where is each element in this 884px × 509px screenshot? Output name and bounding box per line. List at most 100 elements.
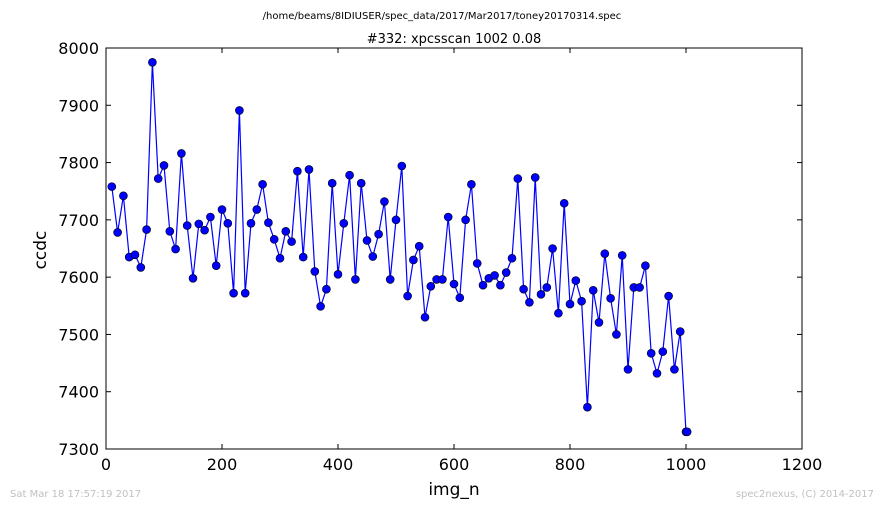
- data-point: [519, 284, 528, 294]
- data-point: [409, 255, 418, 265]
- data-point: [455, 293, 465, 303]
- data-point: [380, 197, 389, 206]
- data-point: [287, 237, 296, 246]
- data-point: [374, 229, 383, 239]
- data-point: [565, 299, 575, 309]
- data-point: [136, 263, 146, 272]
- data-point: [583, 402, 592, 412]
- data-point: [345, 170, 354, 180]
- data-point: [594, 318, 604, 327]
- data-point: [165, 227, 175, 236]
- y-tick-label: 8000: [58, 39, 99, 58]
- data-point: [467, 180, 476, 189]
- data-point: [206, 212, 215, 222]
- chart-suptitle: /home/beams/8IDIUSER/spec_data/2017/Mar2…: [263, 11, 622, 22]
- data-point: [351, 275, 360, 284]
- data-point: [588, 286, 598, 295]
- x-tick-label: 200: [207, 455, 238, 474]
- data-point: [264, 218, 273, 228]
- data-point: [310, 267, 320, 276]
- data-point: [507, 253, 517, 263]
- data-point: [652, 369, 662, 378]
- data-point: [159, 161, 169, 170]
- data-point: [333, 269, 343, 279]
- data-point: [304, 165, 314, 174]
- data-point: [675, 327, 685, 336]
- data-point: [397, 161, 407, 171]
- data-point: [478, 280, 488, 290]
- y-tick-label: 7800: [58, 154, 99, 173]
- data-point: [211, 261, 221, 270]
- x-axis: 0 200 400 600 800 1000 1200: [101, 48, 822, 474]
- y-axis: 7300 7400 7500 7600 7700 7800 7900 8000: [58, 39, 802, 459]
- data-point: [530, 173, 540, 182]
- data-point: [385, 275, 395, 284]
- y-tick-label: 7600: [58, 268, 99, 287]
- data-point: [606, 294, 615, 303]
- data-point: [177, 149, 186, 158]
- data-point: [559, 198, 569, 208]
- data-point: [275, 253, 285, 263]
- data-point: [612, 330, 621, 339]
- x-tick-label: 400: [323, 455, 354, 474]
- data-point: [316, 302, 325, 311]
- data-point: [235, 106, 244, 115]
- data-point: [617, 251, 627, 260]
- data-point: [240, 288, 250, 298]
- data-point: [281, 227, 291, 236]
- data-point: [536, 290, 546, 299]
- x-tick-label: 600: [439, 455, 470, 474]
- data-point: [682, 427, 692, 437]
- data-point: [298, 252, 308, 262]
- x-tick-label: 1000: [666, 455, 707, 474]
- data-point: [548, 244, 557, 253]
- data-point: [153, 174, 163, 183]
- data-point: [107, 182, 117, 191]
- data-point: [339, 218, 349, 228]
- data-point: [223, 218, 233, 228]
- y-tick-label: 7700: [58, 211, 99, 230]
- x-tick-label: 0: [101, 455, 111, 474]
- data-point: [577, 296, 586, 306]
- data-point: [571, 276, 581, 285]
- data-point: [472, 259, 482, 268]
- data-point: [322, 284, 331, 294]
- data-point: [119, 191, 128, 201]
- data-point: [246, 218, 256, 228]
- data-point: [217, 205, 227, 214]
- data-point: [229, 288, 238, 298]
- data-point: [414, 241, 424, 251]
- data-point: [525, 298, 534, 307]
- data-point: [449, 279, 459, 289]
- data-point: [171, 244, 180, 254]
- plot-area: [105, 47, 803, 450]
- data-series: [107, 58, 692, 437]
- data-point: [461, 215, 470, 225]
- data-point: [391, 215, 401, 225]
- x-axis-label: img_n: [428, 480, 479, 500]
- data-point: [600, 249, 610, 258]
- data-point: [635, 283, 644, 292]
- data-point: [513, 174, 523, 183]
- footer-credit: spec2nexus, (C) 2014-2017: [735, 489, 874, 500]
- data-point: [258, 180, 267, 189]
- y-tick-label: 7300: [58, 440, 99, 459]
- data-point: [182, 221, 192, 230]
- data-point: [496, 280, 505, 290]
- y-tick-label: 7500: [58, 325, 99, 344]
- data-point: [646, 349, 656, 358]
- data-point: [200, 225, 209, 235]
- footer-timestamp: Sat Mar 18 17:57:19 2017: [10, 489, 142, 500]
- data-point: [252, 205, 262, 214]
- data-point: [438, 275, 447, 284]
- data-point: [293, 166, 302, 176]
- data-point: [426, 282, 436, 291]
- data-point: [148, 58, 157, 67]
- y-tick-label: 7400: [58, 383, 99, 402]
- data-point: [142, 225, 151, 234]
- y-tick-label: 7900: [58, 96, 99, 115]
- data-point: [269, 235, 279, 244]
- data-point: [670, 365, 679, 374]
- data-point: [501, 268, 511, 277]
